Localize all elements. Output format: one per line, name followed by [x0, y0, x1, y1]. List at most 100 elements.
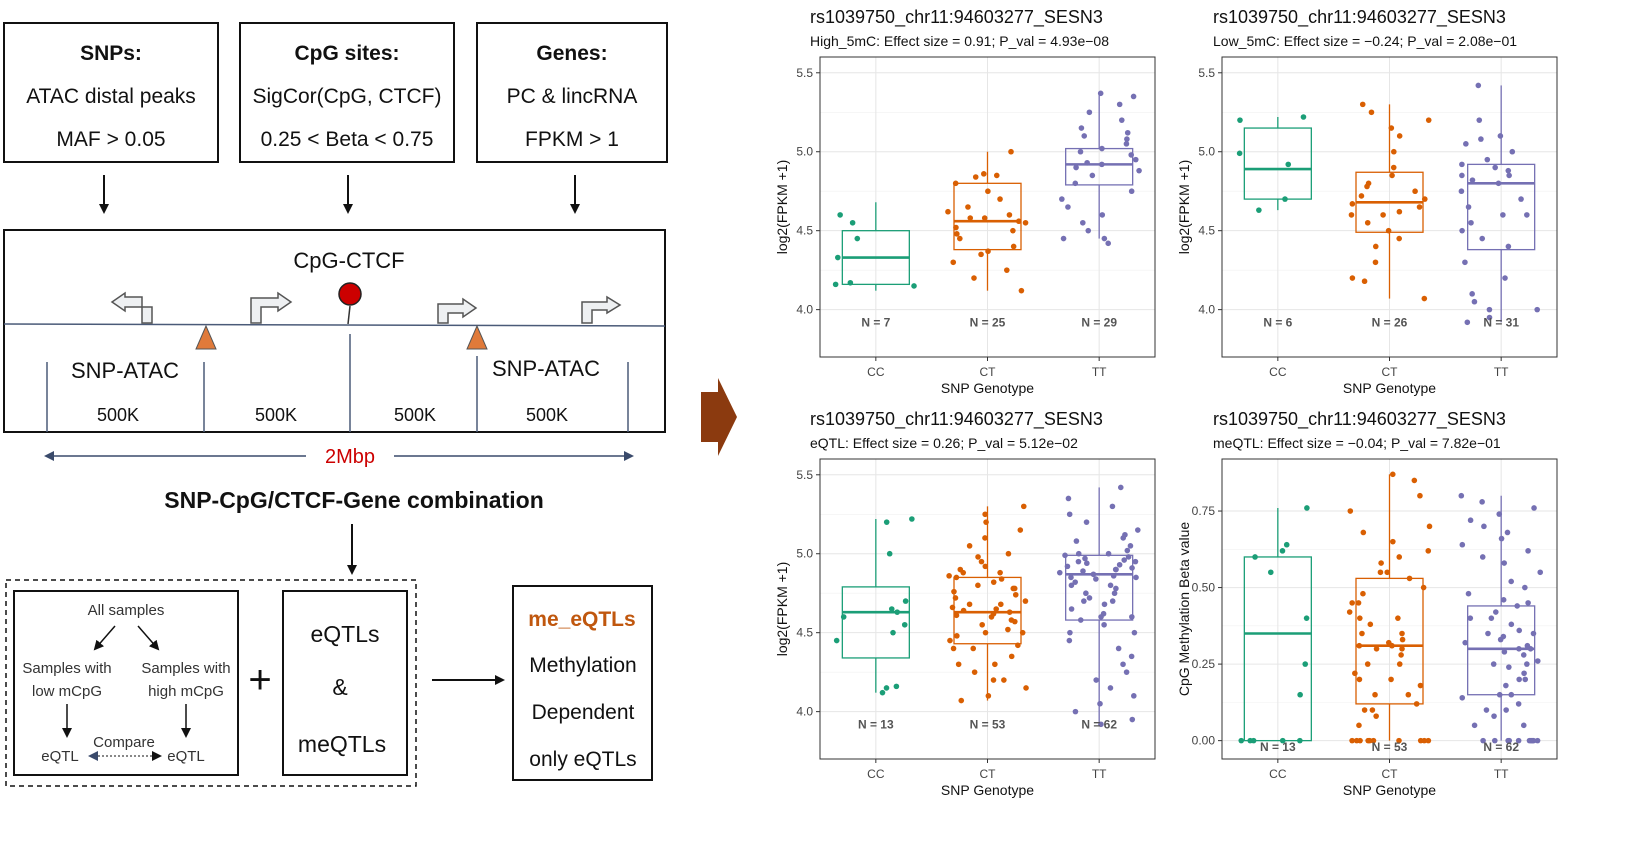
data-point — [947, 637, 953, 644]
data-point — [1373, 713, 1379, 719]
data-point — [1066, 511, 1073, 518]
data-point — [1279, 737, 1286, 744]
data-point — [1098, 721, 1104, 728]
data-point — [1115, 645, 1122, 652]
data-point — [1099, 145, 1105, 152]
data-point — [1083, 590, 1089, 597]
data-point — [1421, 196, 1428, 202]
data-point — [1279, 548, 1286, 554]
genome-box — [3, 229, 666, 433]
data-point — [1475, 82, 1482, 89]
data-point — [1463, 141, 1469, 147]
data-point — [1364, 661, 1371, 667]
data-point — [1297, 691, 1303, 698]
data-point — [1117, 484, 1124, 491]
data-point — [1072, 579, 1078, 585]
y-tick-label: 0.50 — [1192, 581, 1216, 595]
data-point — [893, 683, 900, 690]
x-tick-label: CT — [1382, 767, 1399, 781]
data-point — [993, 172, 1000, 179]
span-label: 2Mbp — [325, 446, 375, 468]
data-point — [1006, 609, 1013, 615]
data-point — [1132, 558, 1139, 565]
data-point — [1282, 196, 1288, 202]
data-point — [1469, 291, 1475, 297]
data-point — [1111, 590, 1118, 597]
genes-line-1: PC & lincRNA — [506, 85, 638, 108]
data-point — [1496, 691, 1503, 698]
x-axis-title: SNP Genotype — [941, 380, 1034, 396]
data-point — [1506, 737, 1513, 744]
segment-label: 500K — [394, 405, 436, 425]
data-point — [1349, 201, 1356, 207]
n-count-label: N = 53 — [1372, 740, 1408, 754]
data-point — [954, 231, 960, 237]
data-point — [1385, 227, 1392, 234]
data-point — [1372, 691, 1378, 698]
data-point — [1081, 133, 1088, 139]
data-point — [1503, 707, 1509, 713]
data-point — [1347, 508, 1354, 514]
data-point — [1369, 707, 1376, 713]
data-point — [1346, 609, 1353, 615]
data-point — [1372, 243, 1379, 250]
data-point — [982, 563, 989, 570]
x-tick-label: TT — [1494, 767, 1509, 781]
data-point — [1084, 560, 1090, 567]
data-point — [1109, 598, 1116, 604]
data-point — [1465, 204, 1472, 210]
y-tick-label: 5.5 — [796, 468, 813, 482]
snps-line-2: MAF > 0.05 — [56, 128, 166, 151]
data-point — [1128, 188, 1135, 195]
data-point — [1133, 574, 1139, 581]
data-point — [978, 251, 984, 258]
box-iqr — [1355, 577, 1424, 705]
data-point — [1368, 109, 1375, 116]
snps-box: SNPs: ATAC distal peaks MAF > 0.05 — [3, 22, 219, 163]
data-point — [1388, 676, 1394, 683]
data-point — [1077, 617, 1084, 623]
data-point — [1089, 172, 1096, 179]
data-point — [971, 669, 978, 675]
data-point — [1399, 636, 1406, 643]
plot-frame — [1221, 458, 1558, 760]
n-count-label: N = 13 — [858, 717, 894, 731]
data-point — [1008, 617, 1015, 623]
data-point — [1537, 569, 1544, 576]
data-point — [1478, 136, 1484, 142]
data-point — [1349, 275, 1356, 281]
data-point — [1516, 676, 1522, 683]
x-tick-label: TT — [1494, 365, 1509, 379]
data-point — [1093, 576, 1099, 582]
data-point — [1353, 737, 1360, 744]
data-point — [1520, 722, 1527, 729]
result-title: me_eQTLs — [528, 608, 635, 631]
data-point — [1015, 218, 1022, 225]
data-point — [1396, 661, 1403, 667]
data-point — [1093, 677, 1099, 683]
data-point — [1361, 707, 1368, 713]
data-point — [1516, 645, 1522, 652]
y-tick-label: 4.0 — [1198, 303, 1215, 317]
data-point — [982, 535, 988, 541]
data-point — [1462, 259, 1468, 266]
result-box — [512, 585, 653, 781]
data-point — [1425, 737, 1432, 744]
data-point — [1267, 569, 1274, 576]
x-tick-label: CT — [980, 767, 997, 781]
data-point — [1081, 598, 1087, 604]
gene-arrow-icon — [437, 297, 478, 324]
data-point — [1390, 538, 1396, 545]
snp-triangle-icon — [195, 324, 217, 350]
data-point — [1006, 212, 1013, 218]
y-tick-label: 5.0 — [796, 145, 813, 159]
data-point — [1304, 505, 1310, 511]
data-point — [946, 573, 952, 579]
y-tick-label: 4.0 — [796, 303, 813, 317]
data-point — [1105, 240, 1112, 247]
data-point — [1425, 548, 1432, 554]
gene-arrow-icon — [110, 291, 153, 324]
compare-label: Compare — [93, 734, 155, 751]
data-point — [1086, 109, 1093, 116]
data-point — [1366, 737, 1373, 744]
